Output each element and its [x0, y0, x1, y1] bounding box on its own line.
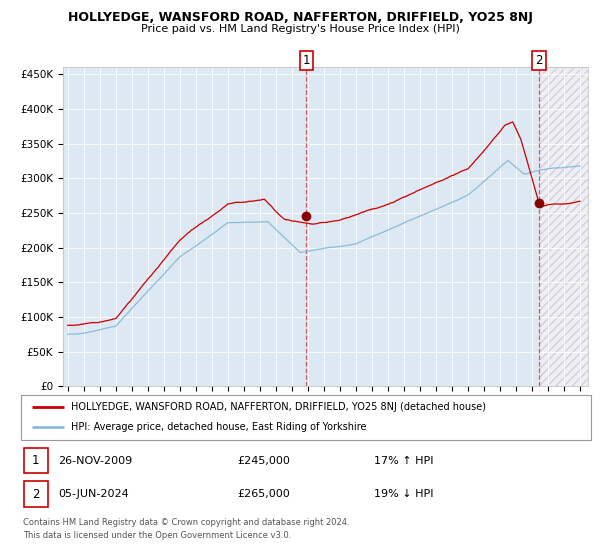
Bar: [24, 482, 48, 507]
Text: £265,000: £265,000: [238, 489, 290, 500]
Text: 2: 2: [32, 488, 40, 501]
Bar: [539, 67, 596, 386]
Text: 19% ↓ HPI: 19% ↓ HPI: [374, 489, 434, 500]
Text: Contains HM Land Registry data © Crown copyright and database right 2024.: Contains HM Land Registry data © Crown c…: [23, 518, 349, 527]
Text: 2: 2: [535, 54, 543, 67]
Text: 17% ↑ HPI: 17% ↑ HPI: [374, 456, 434, 466]
Text: This data is licensed under the Open Government Licence v3.0.: This data is licensed under the Open Gov…: [23, 531, 291, 540]
Text: £245,000: £245,000: [238, 456, 290, 466]
Text: HOLLYEDGE, WANSFORD ROAD, NAFFERTON, DRIFFIELD, YO25 8NJ: HOLLYEDGE, WANSFORD ROAD, NAFFERTON, DRI…: [68, 11, 532, 24]
Text: HPI: Average price, detached house, East Riding of Yorkshire: HPI: Average price, detached house, East…: [71, 422, 367, 432]
Bar: [539, 67, 596, 386]
Text: 1: 1: [302, 54, 310, 67]
Text: 1: 1: [32, 454, 40, 467]
Text: 05-JUN-2024: 05-JUN-2024: [58, 489, 129, 500]
Text: Price paid vs. HM Land Registry's House Price Index (HPI): Price paid vs. HM Land Registry's House …: [140, 24, 460, 34]
Text: HOLLYEDGE, WANSFORD ROAD, NAFFERTON, DRIFFIELD, YO25 8NJ (detached house): HOLLYEDGE, WANSFORD ROAD, NAFFERTON, DRI…: [71, 402, 486, 412]
Bar: [24, 448, 48, 473]
Text: 26-NOV-2009: 26-NOV-2009: [58, 456, 133, 466]
Bar: [539, 67, 596, 386]
